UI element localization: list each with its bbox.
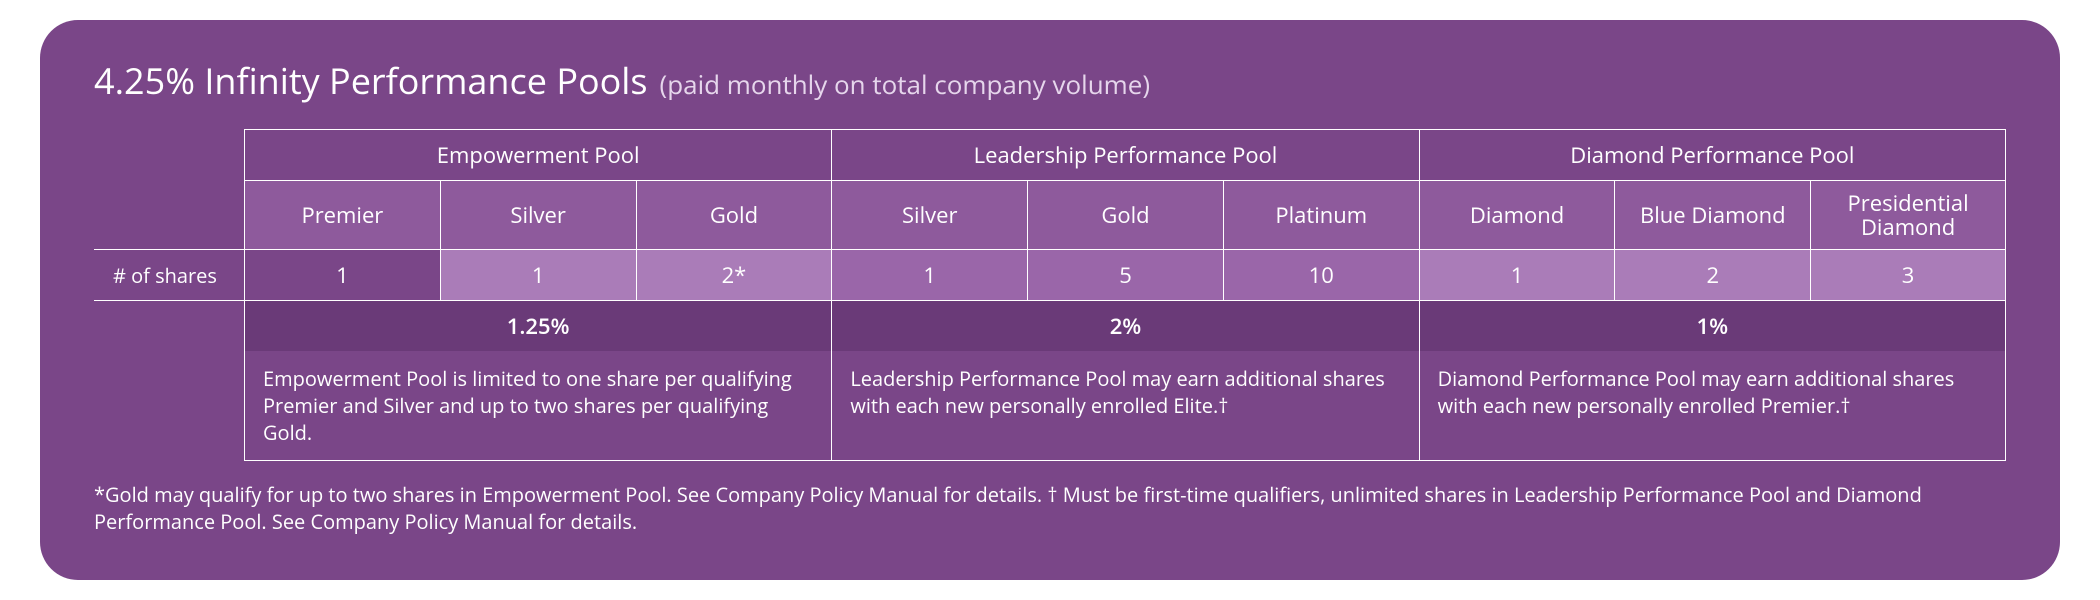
pool-header-leadership: Leadership Performance Pool	[831, 130, 1418, 180]
tier-header: Premier	[244, 181, 440, 249]
tier-header: Presidential Diamond	[1810, 181, 2006, 249]
shares-cell: 1	[1419, 250, 1615, 300]
spacer	[94, 130, 244, 180]
title-row: 4.25% Infinity Performance Pools (paid m…	[94, 56, 2006, 105]
pool-header-empowerment: Empowerment Pool	[244, 130, 831, 180]
tier-header: Silver	[831, 181, 1027, 249]
spacer	[94, 181, 244, 249]
shares-cell: 1	[244, 250, 440, 300]
title-sub: (paid monthly on total company volume)	[660, 66, 1150, 102]
pool-note: Leadership Performance Pool may earn add…	[831, 351, 1418, 460]
shares-cell: 2*	[636, 250, 832, 300]
shares-cell: 1	[831, 250, 1027, 300]
spacer	[94, 301, 244, 351]
shares-cell: 10	[1223, 250, 1419, 300]
pool-percent: 1.25%	[244, 301, 831, 351]
pools-table: Empowerment Pool Leadership Performance …	[94, 129, 2006, 461]
pool-note: Diamond Performance Pool may earn additi…	[1419, 351, 2006, 460]
shares-cell: 3	[1810, 250, 2006, 300]
footnote: *Gold may qualify for up to two shares i…	[94, 481, 2006, 535]
tier-header: Platinum	[1223, 181, 1419, 249]
tier-header: Gold	[636, 181, 832, 249]
tier-header: Gold	[1027, 181, 1223, 249]
pool-note: Empowerment Pool is limited to one share…	[244, 351, 831, 460]
shares-cell: 2	[1614, 250, 1810, 300]
tier-header: Diamond	[1419, 181, 1615, 249]
pool-percent: 2%	[831, 301, 1418, 351]
spacer	[94, 351, 244, 460]
shares-cell: 1	[440, 250, 636, 300]
row-label-shares: # of shares	[94, 250, 244, 300]
pool-header-diamond: Diamond Performance Pool	[1419, 130, 2006, 180]
pool-percent: 1%	[1419, 301, 2006, 351]
tier-header: Blue Diamond	[1614, 181, 1810, 249]
infinity-pools-card: 4.25% Infinity Performance Pools (paid m…	[40, 20, 2060, 580]
title-main: 4.25% Infinity Performance Pools	[94, 56, 648, 105]
shares-cell: 5	[1027, 250, 1223, 300]
tier-header: Silver	[440, 181, 636, 249]
